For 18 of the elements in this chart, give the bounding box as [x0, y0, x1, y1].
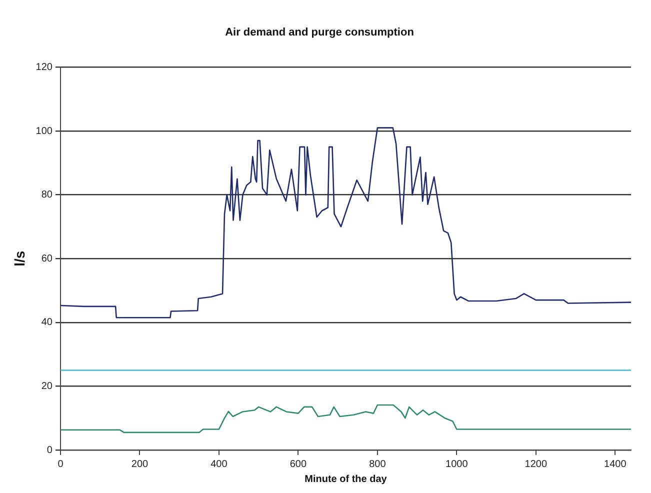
x-tick-label: 400 [210, 458, 228, 470]
x-tick-label: 0 [58, 458, 64, 470]
chart-title: Air demand and purge consumption [225, 26, 414, 39]
x-tick-label: 1400 [604, 458, 627, 470]
x-axis-title: Minute of the day [304, 474, 388, 485]
y-tick-label: 40 [41, 317, 53, 328]
y-axis-title: l/s [11, 250, 28, 266]
y-tick-label: 60 [41, 253, 53, 264]
x-tick-label: 200 [131, 458, 148, 470]
y-tick-label: 120 [36, 62, 53, 73]
y-tick-label: 80 [41, 190, 53, 201]
x-tick-label: 800 [369, 458, 386, 470]
y-tick-label: 20 [41, 380, 53, 392]
x-tick-label: 600 [290, 458, 307, 470]
x-tick-label: 1000 [446, 458, 468, 470]
y-tick-label: 0 [46, 444, 53, 456]
x-tick-label: 1200 [524, 458, 548, 470]
y-tick-label: 100 [36, 126, 53, 137]
